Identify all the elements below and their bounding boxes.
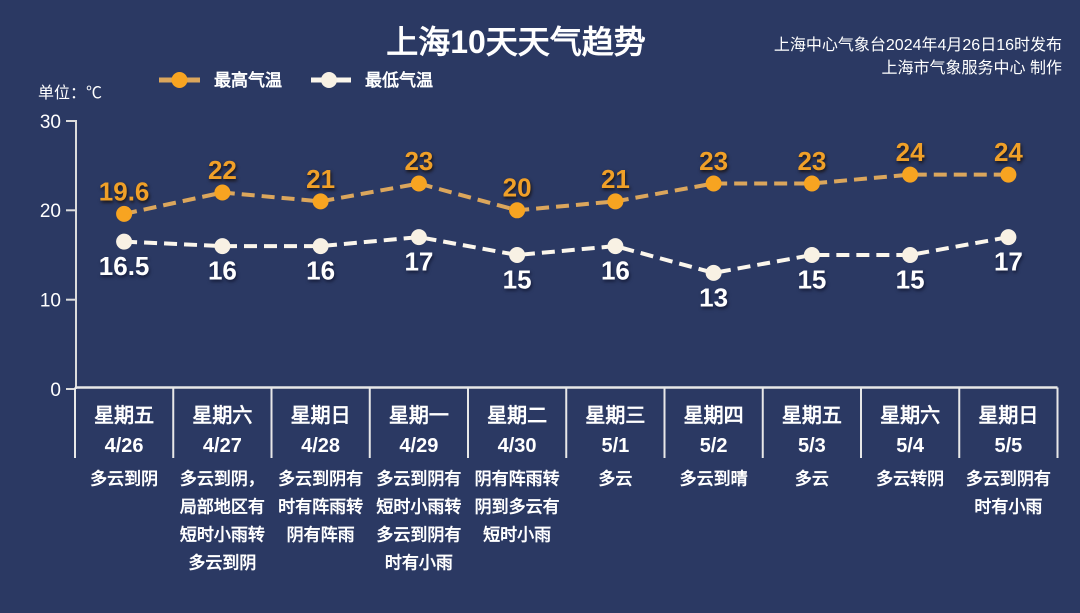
- svg-text:多云到阴: 多云到阴: [188, 553, 256, 573]
- svg-text:星期二: 星期二: [487, 404, 547, 427]
- svg-text:星期六: 星期六: [880, 404, 940, 427]
- svg-text:时有小雨: 时有小雨: [974, 497, 1042, 517]
- svg-text:16: 16: [208, 256, 237, 286]
- svg-text:13: 13: [699, 282, 728, 312]
- svg-text:24: 24: [994, 137, 1023, 167]
- svg-text:5/1: 5/1: [601, 435, 629, 457]
- svg-text:4/27: 4/27: [203, 435, 242, 457]
- svg-text:5/5: 5/5: [994, 435, 1022, 457]
- svg-text:多云到阴有: 多云到阴有: [376, 469, 461, 489]
- svg-text:5/4: 5/4: [896, 435, 925, 457]
- svg-text:星期六: 星期六: [192, 404, 252, 427]
- svg-text:最低气温: 最低气温: [365, 70, 433, 90]
- svg-text:15: 15: [896, 264, 925, 294]
- svg-text:多云到阴有: 多云到阴有: [376, 525, 461, 545]
- svg-text:21: 21: [306, 164, 335, 194]
- svg-text:4/26: 4/26: [105, 435, 144, 457]
- svg-text:5/2: 5/2: [700, 435, 728, 457]
- svg-text:21: 21: [601, 164, 630, 194]
- svg-text:16: 16: [601, 256, 630, 286]
- svg-text:19.6: 19.6: [99, 176, 150, 206]
- svg-text:多云: 多云: [795, 469, 829, 489]
- svg-text:星期日: 星期日: [978, 404, 1038, 427]
- svg-text:最高气温: 最高气温: [214, 70, 282, 90]
- svg-text:单位：℃: 单位：℃: [38, 84, 102, 102]
- svg-text:上海中心气象台2024年4月26日16时发布: 上海中心气象台2024年4月26日16时发布: [774, 36, 1062, 54]
- svg-text:上海10天天气趋势: 上海10天天气趋势: [386, 24, 646, 60]
- svg-text:局部地区有: 局部地区有: [180, 497, 265, 517]
- svg-text:15: 15: [797, 264, 826, 294]
- svg-text:星期五: 星期五: [94, 404, 154, 427]
- svg-text:15: 15: [503, 264, 532, 294]
- svg-text:多云: 多云: [598, 469, 632, 489]
- svg-text:短时小雨: 短时小雨: [483, 525, 551, 545]
- svg-text:星期五: 星期五: [782, 404, 842, 427]
- svg-text:多云到阴: 多云到阴: [90, 469, 158, 489]
- svg-text:17: 17: [404, 247, 433, 277]
- svg-text:阴有阵雨: 阴有阵雨: [287, 525, 355, 545]
- svg-text:17: 17: [994, 247, 1023, 277]
- svg-text:4/28: 4/28: [301, 435, 340, 457]
- svg-text:多云到阴有: 多云到阴有: [966, 469, 1051, 489]
- svg-text:10: 10: [40, 291, 61, 312]
- svg-text:星期四: 星期四: [684, 404, 744, 427]
- svg-text:16: 16: [306, 256, 335, 286]
- svg-text:多云到阴有: 多云到阴有: [278, 469, 363, 489]
- svg-text:短时小雨转: 短时小雨转: [376, 497, 461, 517]
- svg-text:时有阵雨转: 时有阵雨转: [278, 497, 363, 517]
- svg-text:短时小雨转: 短时小雨转: [180, 525, 265, 545]
- svg-text:多云转阴: 多云转阴: [876, 469, 944, 489]
- svg-text:16.5: 16.5: [99, 251, 150, 281]
- svg-text:0: 0: [50, 380, 61, 401]
- svg-text:23: 23: [404, 146, 433, 176]
- svg-text:30: 30: [40, 112, 61, 133]
- svg-text:23: 23: [797, 146, 826, 176]
- svg-text:24: 24: [896, 137, 925, 167]
- svg-text:时有小雨: 时有小雨: [385, 553, 453, 573]
- svg-text:22: 22: [208, 155, 237, 185]
- svg-text:上海市气象服务中心 制作: 上海市气象服务中心 制作: [882, 59, 1062, 77]
- svg-text:星期三: 星期三: [585, 404, 645, 427]
- svg-text:5/3: 5/3: [798, 435, 826, 457]
- svg-text:星期一: 星期一: [389, 404, 449, 427]
- svg-text:20: 20: [503, 173, 532, 203]
- svg-text:4/30: 4/30: [498, 435, 537, 457]
- svg-text:阴有阵雨转: 阴有阵雨转: [475, 469, 560, 489]
- svg-text:23: 23: [699, 146, 728, 176]
- svg-text:20: 20: [40, 201, 61, 222]
- svg-text:星期日: 星期日: [291, 404, 351, 427]
- svg-text:多云到阴，: 多云到阴，: [180, 469, 265, 489]
- svg-text:阴到多云有: 阴到多云有: [475, 497, 560, 517]
- svg-text:4/29: 4/29: [399, 435, 438, 457]
- svg-text:多云到晴: 多云到晴: [680, 469, 748, 489]
